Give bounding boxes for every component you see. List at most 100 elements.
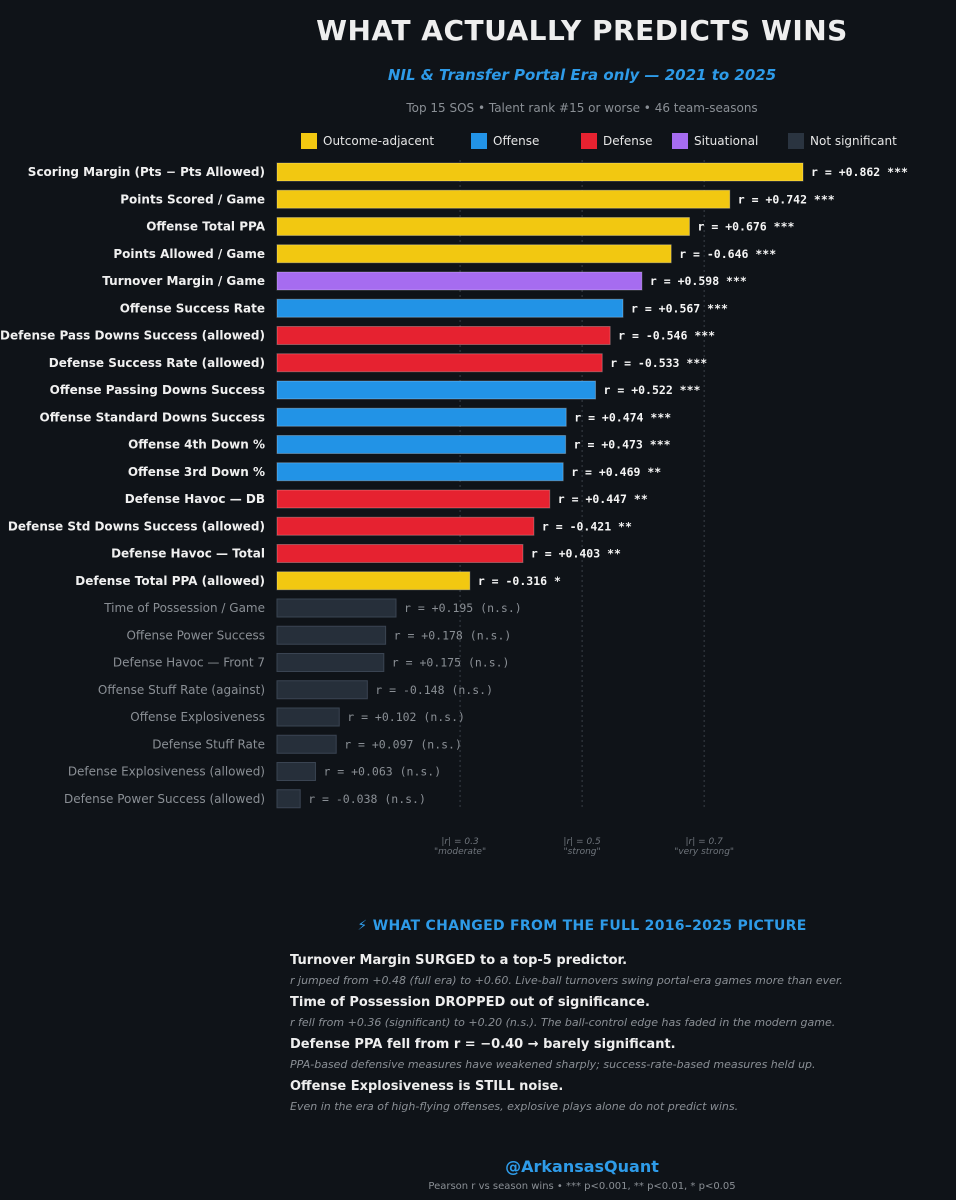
reference-line-sublabel: "strong" — [564, 847, 601, 857]
bar — [276, 571, 471, 591]
bar-value-label: r = +0.403 ** — [531, 547, 621, 561]
bar-value-label: r = +0.473 *** — [574, 438, 671, 452]
bar — [276, 189, 731, 209]
bar — [276, 762, 316, 781]
bar-label: Defense Total PPA (allowed) — [75, 574, 265, 588]
change-headline: Defense PPA fell from r = −0.40 → barely… — [290, 1037, 676, 1052]
change-item: Time of Possession DROPPED out of signif… — [290, 995, 930, 1029]
bar — [276, 653, 385, 672]
bar — [276, 217, 691, 236]
change-detail: Even in the era of high-flying offenses,… — [290, 1100, 739, 1113]
changes-heading: ⚡ WHAT CHANGED FROM THE FULL 2016–2025 P… — [357, 918, 807, 934]
bar-label: Offense 4th Down % — [128, 438, 265, 452]
bar — [276, 298, 624, 318]
bar-label: Defense Havoc — DB — [125, 492, 265, 506]
chart-title: WHAT ACTUALLY PREDICTS WINS — [316, 14, 848, 47]
legend-swatch-outcome — [301, 133, 317, 149]
bar-value-label: r = -0.533 *** — [610, 356, 707, 370]
bar-label: Defense Power Success (allowed) — [64, 792, 265, 806]
bar-value-label: r = +0.175 (n.s.) — [392, 656, 510, 670]
bar — [276, 734, 337, 754]
chart-subtitle: NIL & Transfer Portal Era only — 2021 to… — [387, 66, 777, 84]
bar-label: Defense Std Downs Success (allowed) — [8, 519, 265, 533]
bar-label: Offense Explosiveness — [130, 710, 265, 724]
bar-label: Defense Success Rate (allowed) — [49, 356, 265, 370]
legend-item-defense: Defense — [581, 132, 652, 150]
author-handle[interactable]: @ArkansasQuant — [505, 1157, 659, 1176]
bar-label: Offense 3rd Down % — [128, 465, 265, 479]
reference-line-sublabel: "moderate" — [434, 847, 486, 857]
bar-value-label: r = +0.676 *** — [698, 220, 795, 234]
legend-label-defense: Defense — [603, 134, 653, 148]
bar — [276, 707, 340, 727]
bar — [276, 380, 597, 400]
bar-label: Time of Possession / Game — [103, 601, 265, 615]
change-item: Defense PPA fell from r = −0.40 → barely… — [290, 1037, 930, 1071]
change-headline: Offense Explosiveness is STILL noise. — [290, 1079, 564, 1094]
bar — [276, 271, 643, 291]
legend: Outcome-adjacent Offense Defense Situati… — [0, 132, 956, 152]
change-headline: Turnover Margin SURGED to a top-5 predic… — [290, 953, 628, 968]
change-detail: r fell from +0.36 (significant) to +0.20… — [290, 1016, 836, 1029]
bar — [276, 489, 551, 509]
bar-label: Offense Stuff Rate (against) — [98, 683, 265, 697]
reference-line-label: |r| = 0.3 — [441, 837, 479, 847]
bar — [276, 162, 804, 182]
reference-line-sublabel: "very strong" — [674, 847, 734, 857]
bar — [276, 462, 564, 482]
bar-value-label: r = +0.567 *** — [631, 301, 728, 315]
bar-label: Points Scored / Game — [120, 192, 265, 206]
bar-label: Offense Passing Downs Success — [50, 383, 265, 397]
bar — [276, 244, 672, 264]
legend-swatch-situational — [672, 133, 688, 149]
bar — [276, 353, 603, 373]
bar-value-label: r = +0.102 (n.s.) — [347, 710, 465, 724]
bar-label: Offense Power Success — [126, 628, 265, 642]
bar — [276, 516, 535, 536]
legend-swatch-not-significant — [788, 133, 804, 149]
bar-value-label: r = -0.646 *** — [679, 247, 776, 261]
bar-value-label: r = +0.474 *** — [574, 410, 671, 424]
bar-value-label: r = +0.742 *** — [738, 192, 835, 206]
legend-item-not-significant: Not significant — [788, 132, 897, 150]
legend-label-situational: Situational — [694, 134, 759, 148]
change-item: Offense Explosiveness is STILL noise. Ev… — [290, 1079, 930, 1113]
legend-item-situational: Situational — [672, 132, 758, 150]
legend-item-offense: Offense — [471, 132, 539, 150]
bar-label: Points Allowed / Game — [113, 247, 265, 261]
reference-line-label: |r| = 0.7 — [685, 837, 723, 847]
legend-swatch-defense — [581, 133, 597, 149]
bar-value-label: r = +0.063 (n.s.) — [323, 765, 441, 779]
bar-label: Scoring Margin (Pts − Pts Allowed) — [28, 165, 265, 179]
bar — [276, 789, 301, 809]
bar-value-label: r = +0.447 ** — [558, 492, 648, 506]
bar-label: Offense Success Rate — [120, 301, 265, 315]
legend-item-outcome: Outcome-adjacent — [301, 132, 434, 150]
bar — [276, 435, 567, 454]
bar-value-label: r = +0.522 *** — [604, 383, 701, 397]
legend-label-outcome: Outcome-adjacent — [323, 134, 435, 148]
bar — [276, 544, 524, 563]
bar-value-label: r = -0.148 (n.s.) — [375, 683, 493, 697]
bar-label: Turnover Margin / Game — [102, 274, 265, 288]
bar-label: Defense Havoc — Front 7 — [113, 656, 265, 670]
footnote-caption: Pearson r vs season wins • *** p<0.001, … — [428, 1181, 736, 1192]
correlation-bar-chart: |r| = 0.3"moderate" |r| = 0.5"strong" |r| … — [0, 160, 908, 857]
bar-value-label: r = -0.038 (n.s.) — [308, 792, 426, 806]
bar-value-label: r = +0.598 *** — [650, 274, 747, 288]
sample-description: Top 15 SOS • Talent rank #15 or worse • … — [406, 101, 758, 115]
bar-value-label: r = +0.178 (n.s.) — [394, 628, 512, 642]
legend-label-offense: Offense — [493, 134, 540, 148]
reference-line-label: |r| = 0.5 — [563, 837, 601, 847]
bar-value-label: r = +0.195 (n.s.) — [404, 601, 522, 615]
bar-value-label: r = -0.316 * — [478, 574, 561, 588]
change-headline: Time of Possession DROPPED out of signif… — [290, 995, 650, 1010]
bar-label: Defense Stuff Rate — [152, 737, 265, 751]
bar — [276, 625, 387, 645]
bar-label: Offense Total PPA — [146, 220, 266, 234]
change-item: Turnover Margin SURGED to a top-5 predic… — [290, 953, 930, 987]
legend-swatch-offense — [471, 133, 487, 149]
bar-value-label: r = +0.097 (n.s.) — [344, 737, 462, 751]
change-detail: PPA-based defensive measures have weaken… — [290, 1058, 816, 1071]
bar-value-label: r = -0.421 ** — [542, 519, 632, 533]
